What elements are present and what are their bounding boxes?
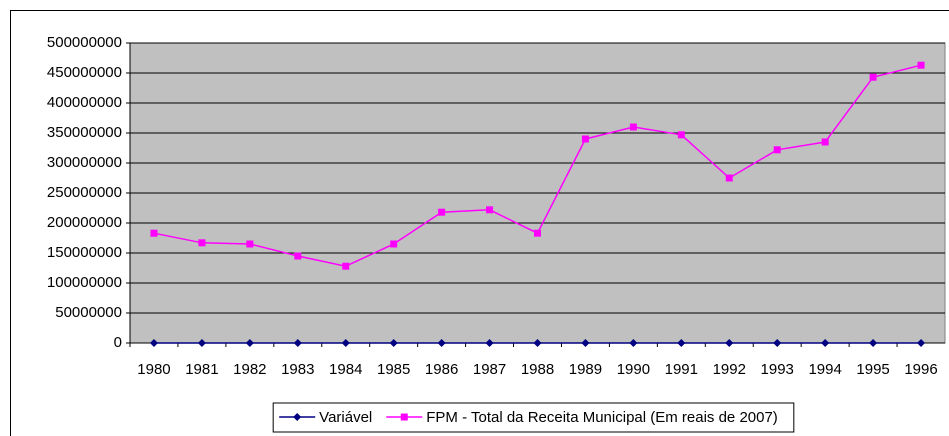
y-tick-label: 150000000	[47, 244, 122, 261]
legend-label: Variável	[319, 409, 372, 426]
marker	[917, 339, 926, 347]
marker	[677, 339, 686, 347]
x-tick-label: 1990	[617, 361, 650, 378]
x-tick-label: 1991	[665, 361, 698, 378]
x-tick-label: 1994	[808, 361, 841, 378]
marker	[773, 339, 782, 347]
marker	[437, 339, 446, 347]
x-tick-label: 1984	[329, 361, 362, 378]
marker	[821, 138, 829, 146]
y-tick-label: 100000000	[47, 274, 122, 291]
marker	[773, 146, 781, 154]
marker	[246, 240, 254, 248]
marker	[150, 229, 158, 237]
marker	[629, 339, 638, 347]
marker	[629, 123, 637, 131]
x-tick-label: 1983	[281, 361, 314, 378]
x-tick-label: 1982	[233, 361, 266, 378]
marker	[581, 135, 589, 143]
marker	[725, 174, 733, 182]
x-tick-label: 1988	[521, 361, 554, 378]
marker	[341, 339, 350, 347]
marker	[534, 229, 541, 237]
x-tick-label: 1985	[377, 361, 410, 378]
y-tick-label: 250000000	[47, 184, 122, 201]
marker	[486, 206, 494, 214]
marker	[149, 339, 158, 347]
y-tick-label: 450000000	[47, 64, 122, 81]
marker	[581, 339, 590, 347]
y-tick-label: 350000000	[47, 124, 122, 141]
legend-box	[272, 402, 795, 433]
marker	[869, 73, 877, 81]
marker	[533, 339, 542, 347]
x-tick-label: 1992	[713, 361, 746, 378]
x-tick-label: 1996	[904, 361, 937, 378]
y-tick-label: 0	[114, 334, 122, 351]
y-tick-label: 200000000	[47, 214, 122, 231]
y-tick-label: 500000000	[47, 34, 122, 51]
marker	[293, 339, 302, 347]
marker	[917, 61, 925, 69]
marker	[293, 413, 302, 421]
marker	[485, 339, 494, 347]
x-tick-label: 1993	[761, 361, 794, 378]
x-tick-label: 1995	[856, 361, 889, 378]
y-tick-label: 50000000	[55, 304, 122, 321]
marker	[869, 339, 878, 347]
x-tick-label: 1989	[569, 361, 602, 378]
marker	[245, 339, 254, 347]
marker	[390, 240, 398, 248]
marker	[198, 239, 206, 247]
marker	[294, 252, 302, 260]
x-tick-label: 1981	[185, 361, 218, 378]
marker	[821, 339, 830, 347]
marker	[389, 339, 398, 347]
marker	[342, 262, 350, 270]
marker	[725, 339, 734, 347]
y-tick-label: 400000000	[47, 94, 122, 111]
marker	[438, 208, 446, 216]
y-tick-label: 300000000	[47, 154, 122, 171]
x-tick-label: 1980	[137, 361, 170, 378]
marker	[400, 413, 408, 421]
x-tick-label: 1987	[473, 361, 506, 378]
x-tick-label: 1986	[425, 361, 458, 378]
legend-label: FPM - Total da Receita Municipal (Em rea…	[426, 409, 778, 426]
marker	[677, 131, 685, 139]
marker	[197, 339, 206, 347]
